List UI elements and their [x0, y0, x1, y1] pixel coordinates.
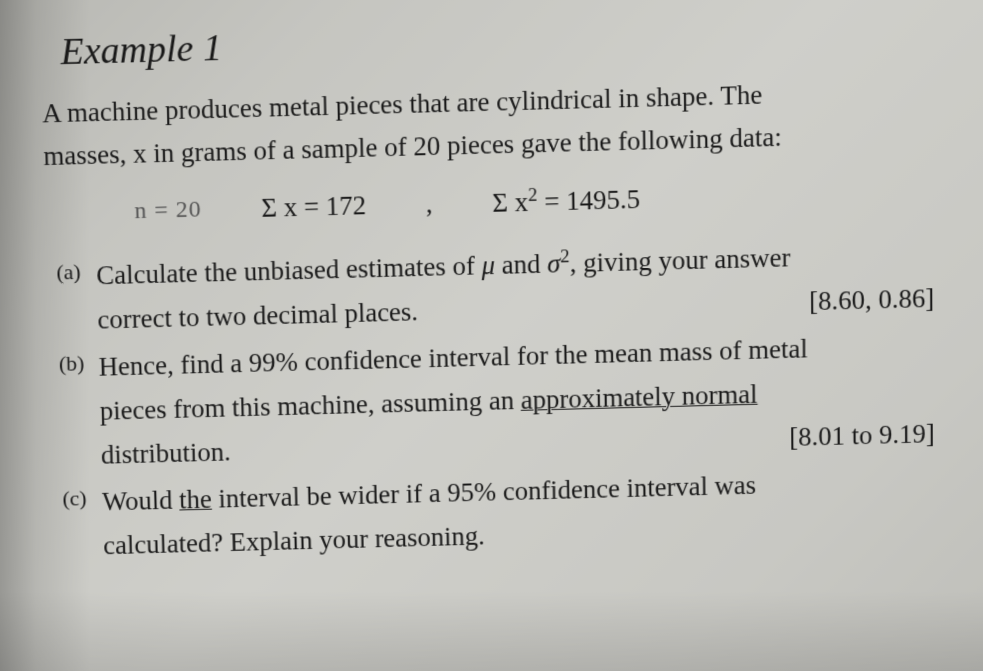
- qb-line3: distribution.: [101, 437, 231, 470]
- qa-line2: correct to two decimal places.: [97, 297, 418, 335]
- qc-line2: calculated? Explain your reasoning.: [103, 521, 485, 560]
- formula2-prefix: Σ x: [492, 188, 528, 219]
- question-c-label: (c): [62, 481, 87, 517]
- qc-line1-pre: Would: [102, 485, 180, 516]
- qb-underlined: approximately normal: [520, 379, 757, 415]
- example-heading: Example 1: [60, 7, 933, 74]
- qa-answer: [8.60, 0.86]: [809, 276, 934, 323]
- qc-line1-post: interval be wider if a 95% confidence in…: [211, 470, 756, 513]
- formula-row: n = 20 Σ x = 172 , Σ x2 = 1495.5: [134, 175, 934, 228]
- qa-text-pre: Calculate the unbiased estimates of: [96, 251, 482, 291]
- formula-sum-x: Σ x = 172: [261, 191, 366, 224]
- questions-list: (a) Calculate the unbiased estimates of …: [56, 232, 935, 568]
- qa-text-mid: and: [495, 249, 548, 280]
- formula-comma: ,: [426, 189, 433, 220]
- formula2-sup: 2: [528, 185, 538, 206]
- intro-text: A machine produces metal pieces that are…: [42, 69, 934, 178]
- page-shadow-bottom: [0, 591, 983, 671]
- intro-line-1: A machine produces metal pieces that are…: [42, 80, 763, 129]
- qa-mu: μ: [481, 251, 495, 281]
- qb-line1: Hence, find a 99% confidence interval fo…: [98, 334, 807, 382]
- question-b-label: (b): [58, 346, 84, 382]
- question-a-label: (a): [56, 255, 81, 291]
- question-a: (a) Calculate the unbiased estimates of …: [56, 232, 934, 343]
- handwritten-annotation: n = 20: [134, 197, 202, 225]
- qa-text-post: , giving your answer: [570, 243, 791, 278]
- formula-sum-x-squared: Σ x2 = 1495.5: [492, 183, 640, 219]
- qa-sigma: σ: [547, 249, 561, 279]
- formula2-suffix: = 1495.5: [537, 185, 640, 217]
- qc-underlined: the: [179, 484, 212, 514]
- question-c: (c) Would the interval be wider if a 95%…: [62, 459, 935, 568]
- question-b: (b) Hence, find a 99% confidence interva…: [58, 324, 934, 477]
- page-content: Example 1 A machine produces metal piece…: [70, 7, 935, 567]
- qb-answer: [8.01 to 9.19]: [789, 411, 935, 458]
- qb-line2-pre: pieces from this machine, assuming an: [99, 385, 520, 425]
- intro-line-2: masses, x in grams of a sample of 20 pie…: [43, 122, 782, 171]
